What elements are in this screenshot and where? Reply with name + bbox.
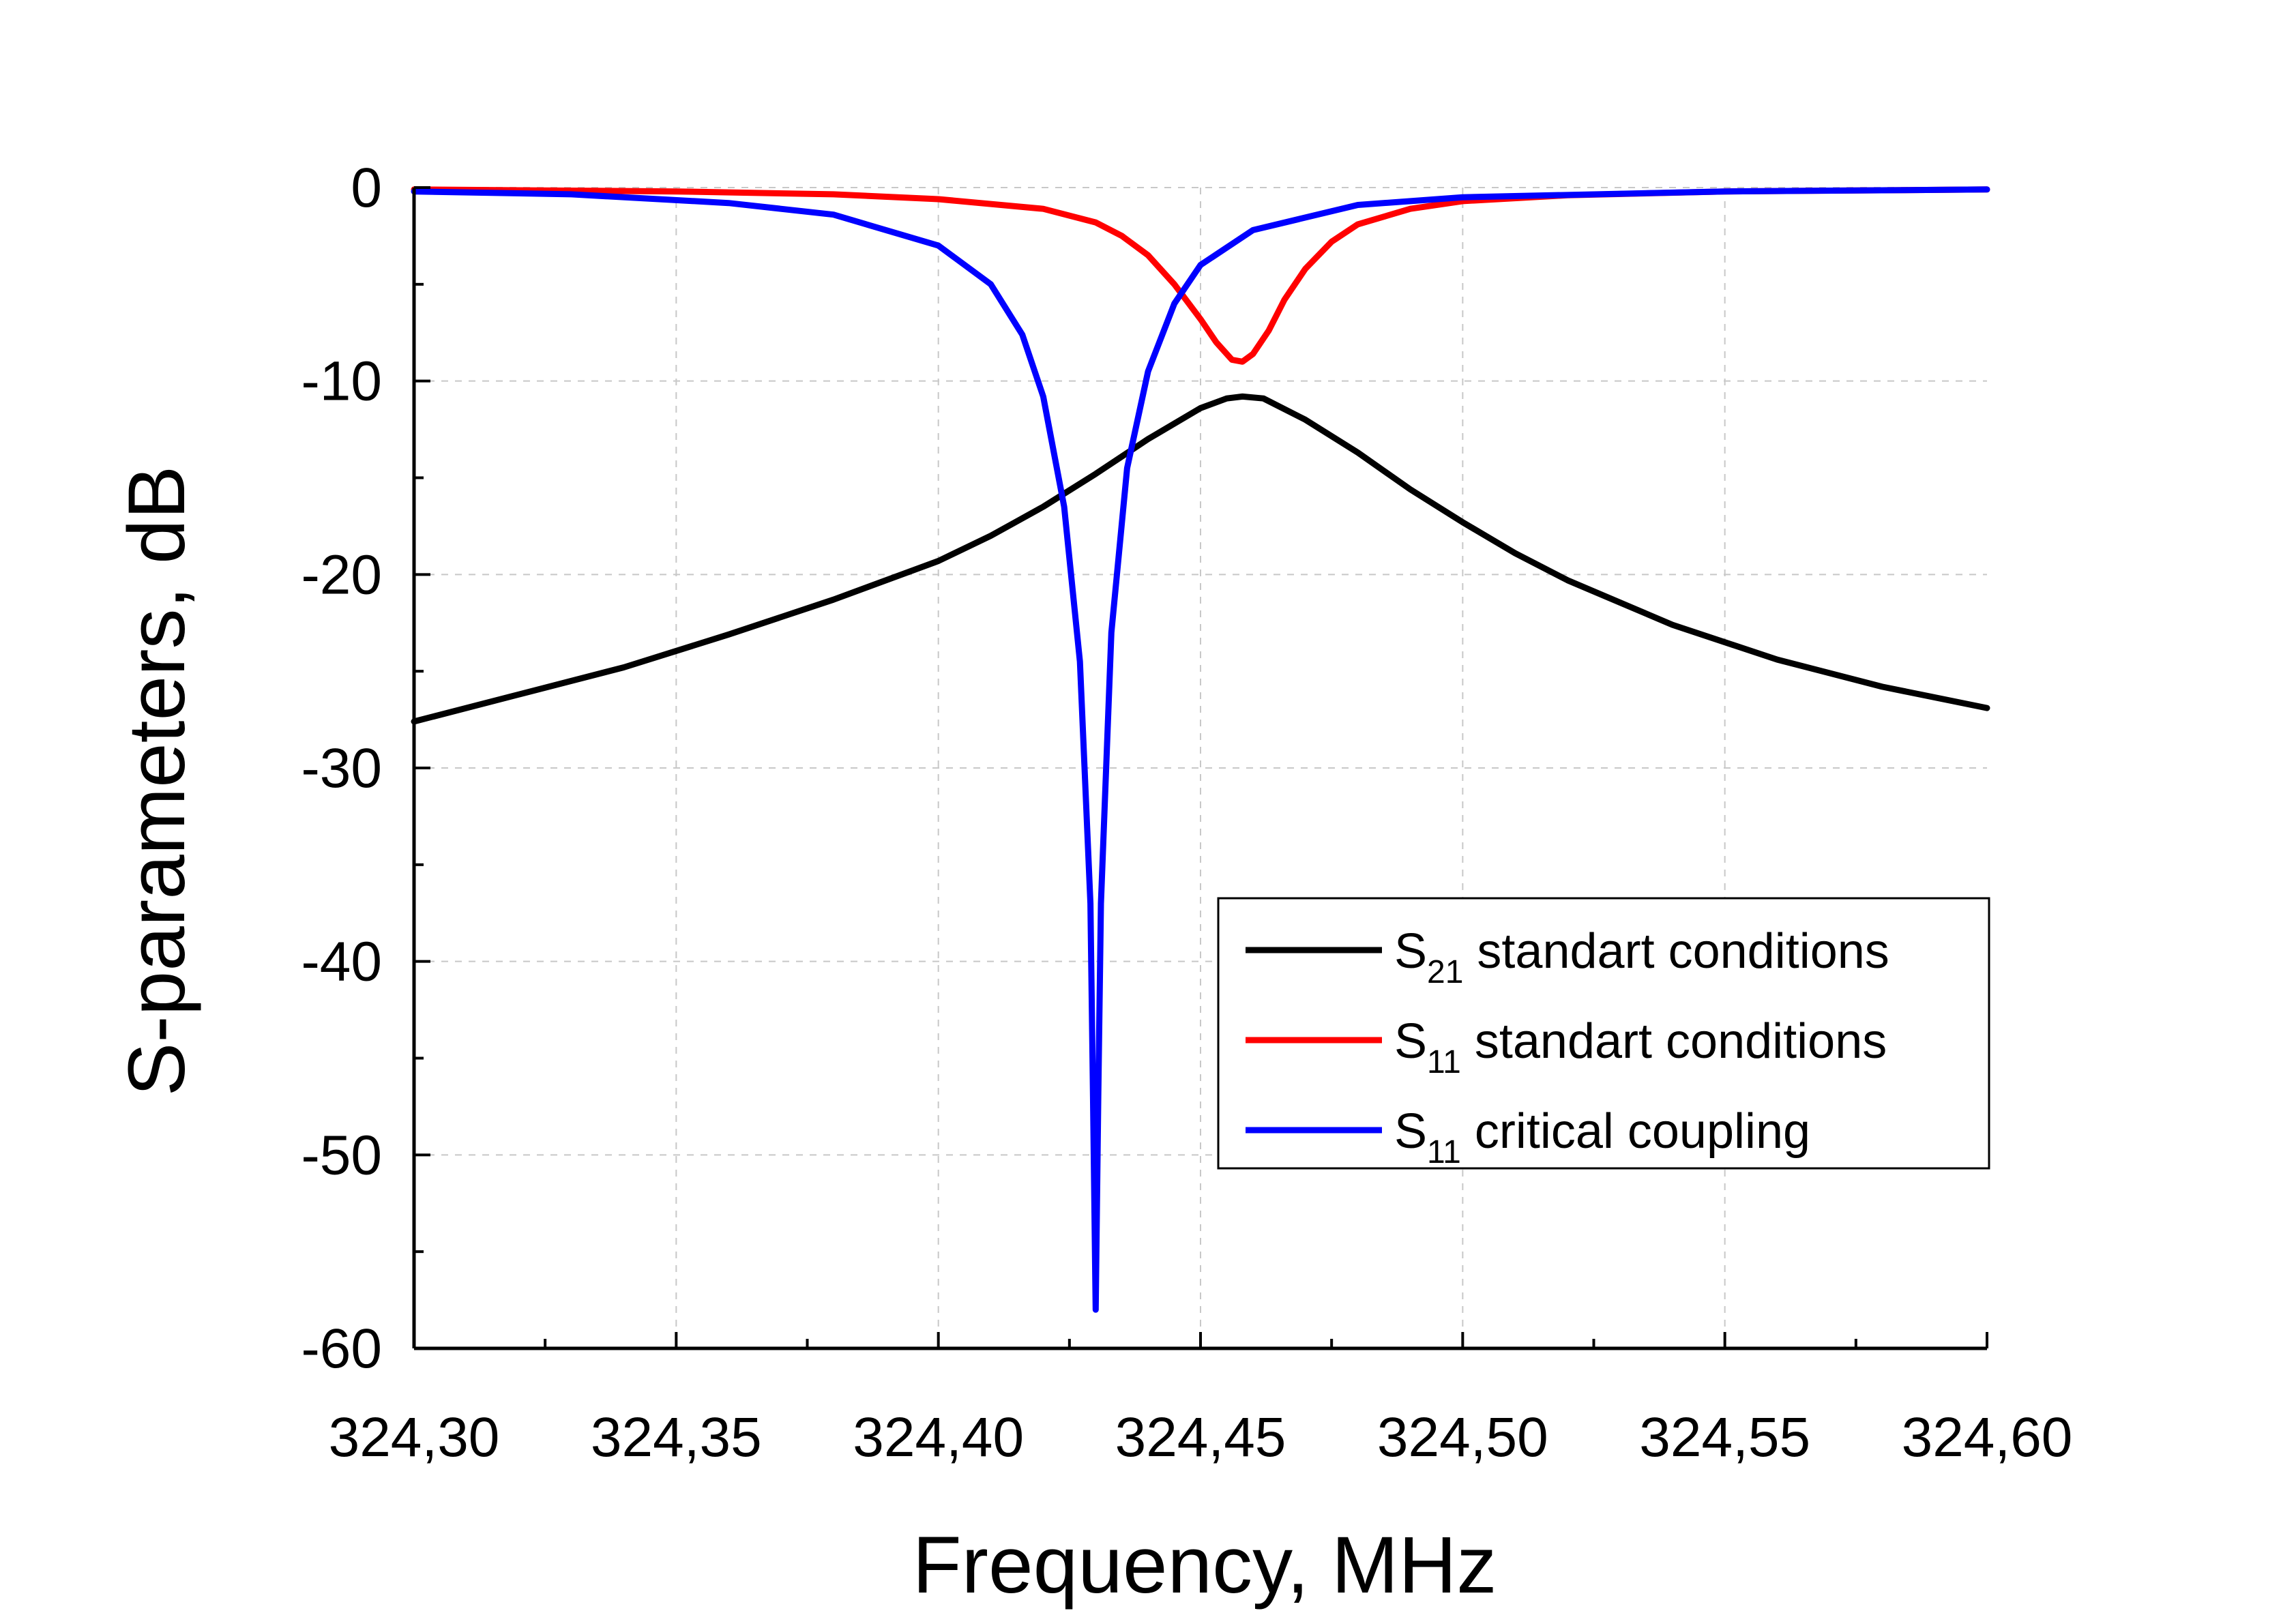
legend-label-2: S11 standart conditions: [1394, 1014, 1887, 1080]
series-layer: [411, 186, 1990, 1313]
series-line-1: [411, 393, 1990, 725]
x-tick-label: 324,50: [1377, 1406, 1548, 1468]
y-tick-label: -10: [301, 351, 382, 413]
y-tick-label: -20: [301, 544, 382, 606]
x-tick-label: 324,30: [329, 1406, 500, 1468]
x-tick-label: 324,60: [1902, 1406, 2073, 1468]
x-tick-label: 324,55: [1639, 1406, 1810, 1468]
x-axis-title: Frequency, MHz: [913, 1520, 1497, 1610]
legend-label-3: S11 critical coupling: [1394, 1104, 1810, 1170]
x-tick-label: 324,45: [1115, 1406, 1286, 1468]
y-tick-label: -40: [301, 931, 382, 993]
series-line-2: [411, 186, 1990, 365]
y-tick-label: -30: [301, 737, 382, 799]
y-tick-label: -50: [301, 1124, 382, 1186]
legend: S21 standart conditions S11 standart cond…: [1217, 897, 1990, 1170]
legend-label-1: S21 standart conditions: [1394, 924, 1889, 990]
y-axis-title: S-parameters, dB: [112, 466, 202, 1097]
y-tick-label: -60: [301, 1318, 382, 1380]
grid: [414, 187, 1987, 1348]
legend-box: [1217, 897, 1990, 1170]
x-tick-label: 324,40: [853, 1406, 1024, 1468]
series-line-3: [411, 186, 1990, 1313]
axes: 324,30 324,35 324,40 324,45 324,50 324,55 324,…: [301, 157, 2072, 1468]
y-tick-label: 0: [351, 157, 382, 219]
x-tick-label: 324,35: [591, 1406, 762, 1468]
